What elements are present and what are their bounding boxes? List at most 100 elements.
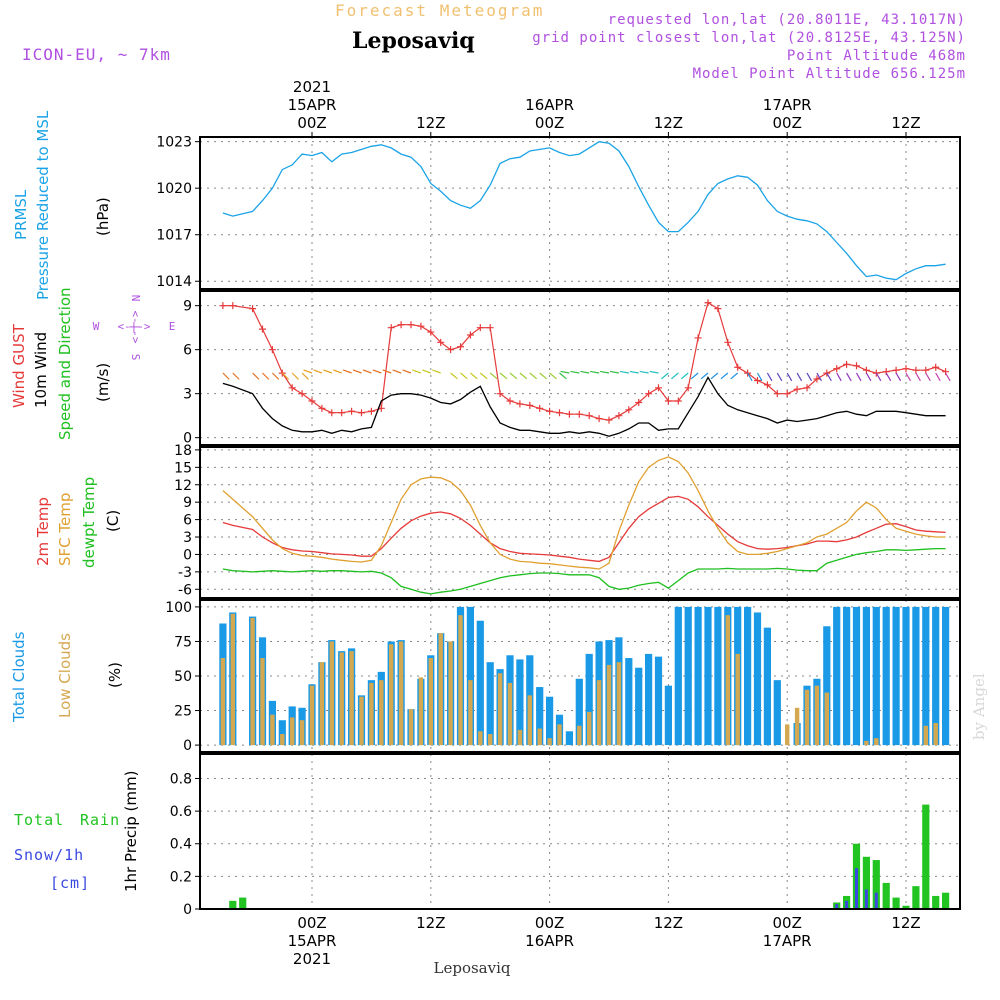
wind-direction-arrow [895, 372, 902, 382]
bottom-hour-label: 12Z [891, 914, 920, 932]
total-cloud-bar [575, 678, 583, 746]
product-title: Forecast Meteogram [335, 1, 544, 20]
precip-labels: Total Rain Snow/1h [cm] 1hr Precip (mm) [14, 771, 140, 892]
clouds-panel: 0 25 50 75 100 [165, 600, 960, 754]
low-cloud-bar [864, 740, 869, 746]
wind-direction-arrow [222, 372, 230, 380]
temperature-ytick-label: -6 [178, 582, 192, 598]
wind-direction-arrow [252, 372, 260, 380]
gust-marker [833, 365, 841, 373]
wind-direction-arrow [925, 372, 931, 382]
top-hour-label: 00Z [535, 114, 564, 132]
bottom-hour-label: 00Z [773, 914, 802, 932]
gust-marker [268, 346, 276, 354]
total-cloud-bar [922, 606, 930, 746]
low-cloud-bar [398, 641, 404, 746]
total-cloud-bar [753, 612, 762, 746]
gust-marker [328, 409, 336, 417]
plot-area: 10141017102010230369-6-30369121518025507… [156, 135, 961, 918]
pressure-unit-label: (hPa) [94, 197, 112, 236]
t2m-label: 2m Temp [34, 497, 52, 566]
low-cloud-bar [933, 722, 938, 746]
rain-bar [922, 804, 930, 909]
wind-direction-arrow [590, 370, 600, 374]
wind-direction-arrow [281, 372, 290, 380]
low-cloud-bar [587, 711, 592, 746]
low-cloud-bar [260, 658, 265, 746]
total-cloud-bar [902, 606, 910, 746]
low-cloud-bar [814, 685, 820, 746]
low-cloud-bar [270, 714, 275, 746]
gust-marker [367, 407, 375, 415]
gust-marker [565, 410, 573, 418]
total-cloud-bar [694, 606, 702, 746]
total-cloud-bar [625, 658, 633, 746]
temp-unit-label: (C) [104, 510, 122, 532]
t2m-line [222, 495, 946, 563]
gust-marker [575, 410, 583, 418]
low-cloud-bar [389, 644, 394, 746]
pressure-ytick-label: 1020 [156, 181, 192, 197]
dew-label: dewpt Temp [80, 477, 98, 568]
gust-marker [249, 305, 257, 313]
low-cloud-bar [319, 662, 325, 746]
pressure-line [222, 141, 946, 281]
low-cloud-bar [596, 680, 602, 746]
total-cloud-bar [882, 606, 890, 746]
low-cloud-bar [309, 685, 315, 746]
wind-direction-arrow [855, 372, 862, 382]
temp-labels: 2m Temp SFC Temp dewpt Temp (C) [34, 477, 122, 568]
gust-marker [546, 407, 554, 415]
wind-direction-arrow [730, 372, 739, 380]
wind-direction-arrow [333, 369, 342, 374]
total-cloud-bar [843, 606, 851, 746]
top-hour-label: 00Z [773, 114, 802, 132]
total-cloud-bar [536, 687, 544, 746]
top-date-label: 15APR [288, 96, 337, 114]
wind-direction-arrow [539, 372, 547, 380]
gust-marker [892, 366, 900, 374]
gust-marker [298, 390, 306, 398]
wind-direction-arrow [549, 372, 557, 380]
wind-direction-arrow [875, 372, 882, 382]
gust-line [222, 301, 946, 421]
gust-marker [803, 384, 811, 392]
clouds-ytick-label: 100 [165, 600, 192, 616]
gust-label: Wind GUST [10, 323, 28, 408]
snow-bar [855, 868, 858, 909]
total-cloud-bar [684, 606, 692, 746]
gust-marker [437, 338, 445, 346]
gust-marker [843, 360, 851, 368]
low-cloud-bar [379, 680, 384, 746]
total-cloud-bar [852, 606, 861, 746]
low-cloud-bar [537, 728, 542, 746]
low-cloud-bar [478, 731, 483, 746]
wind-direction-arrow [402, 369, 412, 374]
low-cloud-bar [280, 734, 285, 746]
gust-marker [536, 404, 544, 412]
precip-unit-label: 1hr Precip (mm) [122, 771, 140, 892]
gust-marker [932, 363, 940, 371]
compass-e: E [169, 320, 176, 333]
wind-ytick-label: 9 [183, 299, 192, 315]
wind-direction-arrow [680, 372, 689, 380]
low-cloud-bar [369, 682, 374, 746]
gust-marker [793, 385, 801, 393]
pressure-frame [199, 136, 961, 290]
low-cloud-bar [923, 725, 928, 746]
requested-point: requested lon,lat (20.8011E, 43.1017N) [608, 12, 966, 28]
total-cloud-bar [714, 606, 722, 746]
gust-marker [694, 334, 702, 342]
wind-direction-arrow [786, 372, 793, 382]
bottom-hour-label: 00Z [535, 914, 564, 932]
wind-direction-arrow [756, 372, 763, 382]
rain-bar [882, 882, 890, 909]
wind-direction-arrow [580, 370, 590, 374]
total-cloud-bar [763, 627, 771, 746]
low-cloud-bar [497, 673, 503, 746]
gust-marker [664, 397, 672, 405]
wind-direction-arrow [671, 372, 679, 380]
total-cloud-bar [585, 653, 593, 746]
